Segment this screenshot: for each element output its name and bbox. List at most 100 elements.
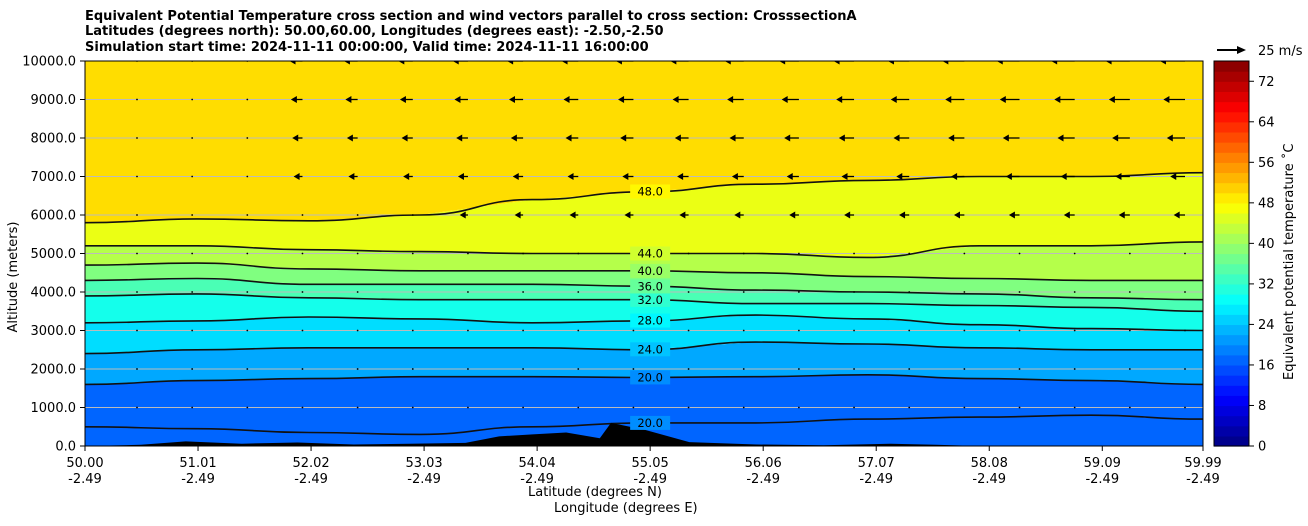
wind-arrow	[356, 252, 359, 255]
contour-label-bg	[630, 370, 671, 385]
y-tick-label: 7000.0	[31, 170, 77, 185]
contour-label-bg	[630, 263, 671, 278]
wind-arrow	[945, 96, 965, 103]
colorbar-tick-label: 32	[1258, 277, 1275, 292]
colorbar-swatch	[1214, 91, 1249, 103]
x-tick-label-lon: -2.49	[294, 472, 328, 487]
colorbar-label: Equivalent potential temperature ˚C	[1282, 143, 1297, 380]
wind-arrow	[729, 134, 744, 142]
wind-arrow	[674, 134, 689, 142]
wind-arrow	[1118, 211, 1130, 219]
colorbar-swatch	[1214, 142, 1249, 153]
wind-arrow	[687, 368, 690, 370]
wind-arrow	[731, 173, 744, 180]
wind-arrow	[742, 252, 745, 255]
wind-arrow	[963, 406, 966, 409]
wind-arrow	[522, 406, 525, 409]
x-tick-label-lat: 55.05	[632, 456, 669, 471]
wind-arrow	[577, 329, 580, 332]
wind-arrow	[618, 96, 634, 103]
wind-arrow	[615, 61, 634, 65]
y-tick-label: 4000.0	[31, 286, 77, 301]
wind-arrow	[951, 173, 965, 180]
wind-arrow	[191, 368, 194, 370]
wind-arrow	[191, 291, 194, 293]
x-tick-label-lon: -2.49	[633, 472, 667, 487]
wind-arrow	[136, 406, 138, 409]
wind-arrow	[522, 252, 525, 255]
wind-arrow	[786, 173, 799, 180]
x-tick-label-lat: 56.06	[745, 456, 782, 471]
y-tick-label: 1000.0	[31, 401, 77, 416]
wind-arrow	[411, 368, 414, 370]
colorbar-swatch	[1214, 273, 1249, 285]
wind-arrow	[1073, 252, 1076, 255]
wind-arrow	[467, 291, 469, 293]
colorbar-swatch	[1214, 172, 1249, 184]
wind-arrow	[301, 214, 304, 216]
wind-arrow	[687, 406, 690, 409]
wind-arrow	[1108, 96, 1130, 103]
wind-arrow	[398, 61, 413, 65]
colorbar-swatch	[1214, 101, 1249, 113]
contour-label-bg	[630, 342, 671, 357]
wind-arrow	[561, 61, 579, 65]
contour-label: 40.0	[637, 264, 663, 278]
colorbar-swatch	[1214, 162, 1249, 174]
wind-arrow	[1002, 134, 1020, 142]
x-axis-label-latitude: Latitude (degrees N)	[528, 485, 662, 500]
wind-arrow	[246, 291, 249, 293]
wind-arrow	[1018, 329, 1021, 332]
wind-arrow	[1166, 134, 1185, 142]
wind-arrow	[1008, 211, 1020, 219]
contour-label-bg	[630, 279, 671, 294]
wind-arrow	[191, 406, 194, 409]
wind-arrow	[999, 96, 1020, 103]
wind-arrow	[1184, 368, 1186, 370]
wind-arrow	[1115, 173, 1130, 180]
wind-arrow	[456, 134, 468, 142]
x-tick-label-lon: -2.49	[407, 472, 441, 487]
field-band	[85, 315, 1203, 354]
wind-arrow	[624, 211, 634, 219]
colorbar-swatch	[1214, 152, 1249, 163]
wind-arrow	[356, 406, 359, 409]
y-tick-label: 8000.0	[31, 132, 77, 147]
colorbar-swatch	[1214, 344, 1249, 356]
field-band	[85, 374, 1203, 446]
wind-arrow	[1128, 329, 1131, 332]
wind-arrow	[191, 98, 194, 101]
x-tick-label-lat: 53.03	[405, 456, 442, 471]
colorbar-swatch	[1214, 81, 1249, 92]
wind-arrow	[1018, 406, 1021, 409]
wind-arrow	[246, 98, 249, 101]
wind-arrow	[569, 211, 579, 219]
wind-arrow	[1073, 406, 1076, 409]
wind-arrow	[853, 368, 855, 370]
wind-arrow	[567, 173, 579, 180]
wind-arrow	[853, 329, 855, 332]
wind-arrow	[672, 96, 689, 103]
wind-arrow	[246, 175, 249, 178]
wind-arrow	[963, 368, 966, 370]
wind-arrow	[742, 406, 745, 409]
colorbar-tick-label: 64	[1258, 115, 1275, 130]
colorbar-swatch	[1214, 71, 1249, 82]
wind-arrow	[908, 406, 911, 409]
contour-label-bg	[630, 184, 671, 199]
colorbar-swatch	[1214, 283, 1249, 295]
colorbar-swatch	[1214, 263, 1249, 275]
y-tick-label: 0.0	[55, 440, 76, 455]
wind-arrow	[887, 61, 910, 65]
wind-arrow	[1018, 291, 1021, 293]
wind-arrow	[620, 134, 634, 142]
wind-arrow	[457, 173, 468, 180]
chart-title: Equivalent Potential Temperature cross s…	[85, 9, 857, 24]
wind-arrow	[797, 368, 800, 370]
x-tick-label-lon: -2.49	[1085, 472, 1119, 487]
contour-label-bg	[630, 415, 671, 430]
colorbar-swatch	[1214, 111, 1249, 123]
wind-arrow	[136, 291, 138, 293]
wind-key-label: 25 m/s	[1258, 44, 1303, 59]
wind-arrow	[1128, 252, 1131, 255]
